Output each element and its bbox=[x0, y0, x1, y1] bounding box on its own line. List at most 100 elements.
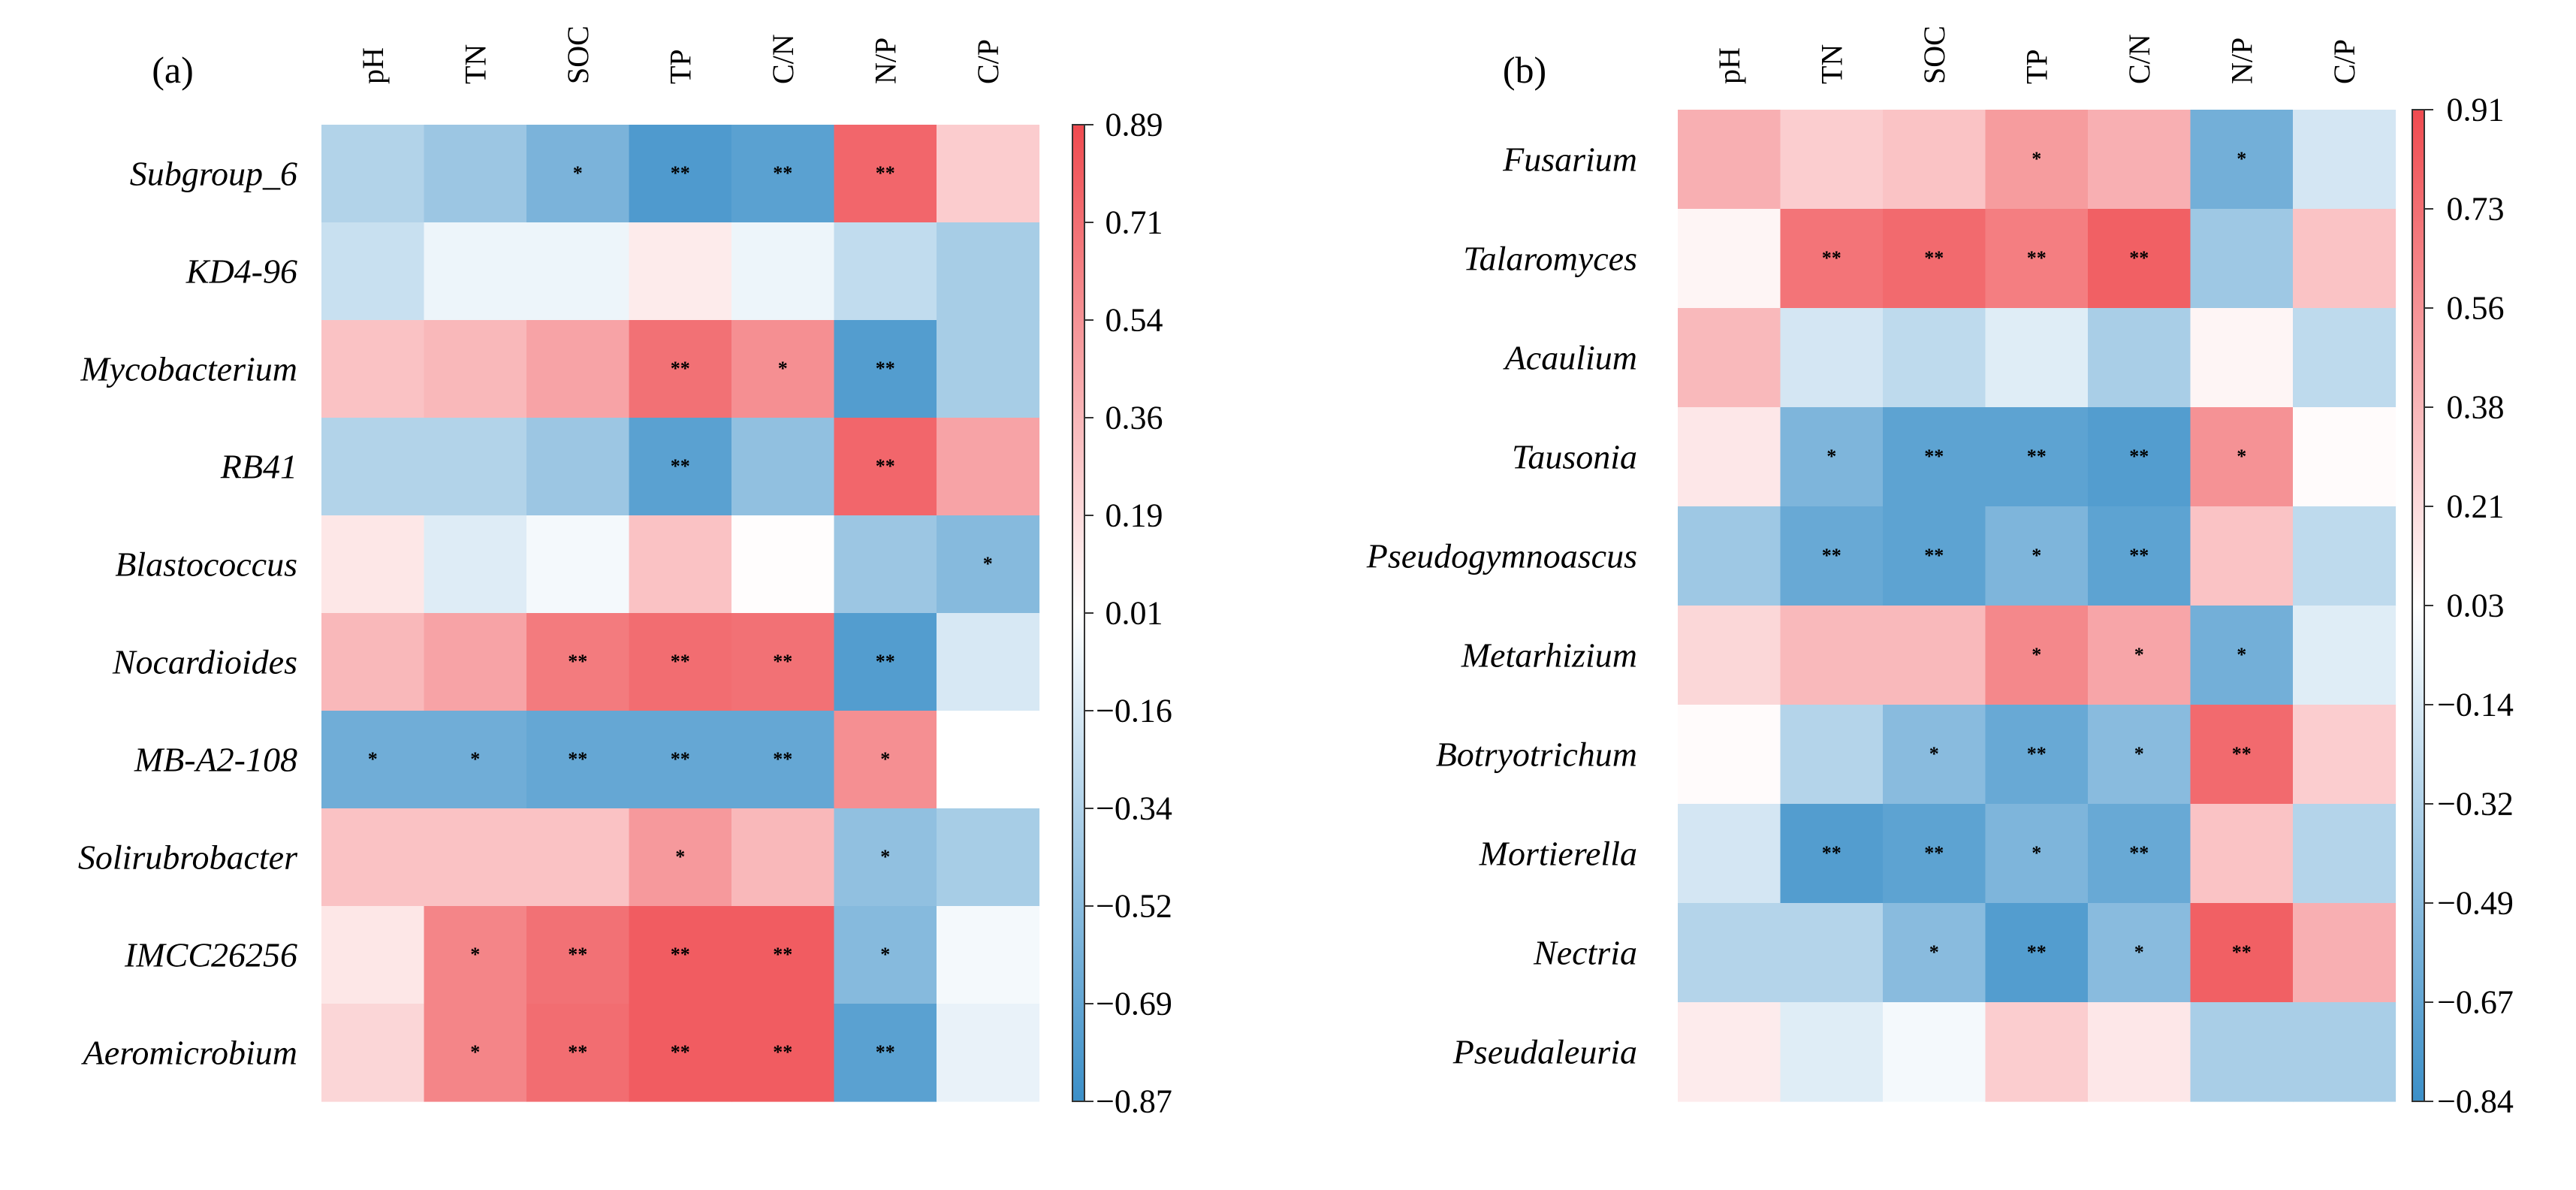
heatmap-cell-a-7-1 bbox=[424, 808, 527, 907]
colorbar-tick-label-a-1: 0.71 bbox=[1106, 204, 1163, 241]
heatmap-cell-b-9-2 bbox=[1883, 1002, 1986, 1102]
heatmap-cell-b-2-0 bbox=[1678, 308, 1781, 408]
significance-mark-a-5-3: ** bbox=[671, 651, 690, 672]
heatmap-cell-a-4-2 bbox=[526, 515, 630, 614]
heatmap-cell-a-2-2 bbox=[526, 320, 630, 418]
heatmap-cell-a-4-0 bbox=[321, 515, 425, 614]
column-label-b-3: TP bbox=[2019, 49, 2053, 84]
significance-mark-a-8-3: ** bbox=[671, 944, 690, 965]
column-label-b-0: pH bbox=[1712, 47, 1746, 84]
significance-mark-b-3-5: * bbox=[2237, 445, 2246, 467]
column-label-b-4: C/N bbox=[2122, 34, 2156, 84]
heatmap-cell-a-1-4 bbox=[731, 222, 835, 321]
heatmap-cell-b-7-5 bbox=[2190, 804, 2294, 904]
heatmap-cell-b-2-5 bbox=[2190, 308, 2294, 408]
colorbar-tick-label-b-1: 0.73 bbox=[2447, 191, 2505, 228]
heatmap-cell-b-3-0 bbox=[1678, 407, 1781, 507]
heatmap-cell-a-3-1 bbox=[424, 418, 527, 516]
heatmap-cell-b-7-0 bbox=[1678, 804, 1781, 904]
heatmap-cell-a-6-2 bbox=[526, 711, 630, 809]
colorbar-tick-label-a-6: −0.16 bbox=[1096, 693, 1172, 729]
colorbar-tick-label-b-2: 0.56 bbox=[2447, 290, 2505, 327]
significance-mark-a-9-4: ** bbox=[773, 1041, 792, 1063]
significance-mark-b-7-2: ** bbox=[1924, 842, 1944, 864]
significance-mark-b-1-2: ** bbox=[1924, 247, 1944, 269]
row-label-a-2: Mycobacterium bbox=[80, 350, 297, 388]
heatmap-cell-b-7-1 bbox=[1780, 804, 1884, 904]
heatmap-cell-a-7-0 bbox=[321, 808, 425, 907]
column-label-a-2: SOC bbox=[561, 26, 595, 84]
heatmap-cell-a-6-1 bbox=[424, 711, 527, 809]
heatmap-cell-a-8-6 bbox=[937, 906, 1040, 1004]
heatmap-cell-a-8-1 bbox=[424, 906, 527, 1004]
column-label-a-3: TP bbox=[663, 49, 697, 84]
heatmap-cell-b-5-1 bbox=[1780, 606, 1884, 705]
row-label-b-2: Acaulium bbox=[1503, 339, 1637, 377]
heatmap-cell-b-9-4 bbox=[2088, 1002, 2191, 1102]
heatmap-cell-b-6-1 bbox=[1780, 705, 1884, 805]
significance-mark-a-9-1: * bbox=[470, 1041, 480, 1063]
colorbar-tick-label-b-0: 0.91 bbox=[2447, 92, 2505, 128]
heatmap-cell-a-3-2 bbox=[526, 418, 630, 516]
significance-mark-a-6-1: * bbox=[470, 748, 480, 770]
significance-mark-a-6-5: * bbox=[880, 748, 890, 770]
significance-mark-b-4-4: ** bbox=[2129, 545, 2149, 566]
row-label-a-4: Blastococcus bbox=[115, 545, 297, 584]
heatmap-cell-a-9-6 bbox=[937, 1004, 1040, 1102]
colorbar-tick-label-b-8: −0.49 bbox=[2437, 885, 2514, 922]
significance-mark-a-5-2: ** bbox=[568, 651, 587, 672]
heatmap-cell-b-4-6 bbox=[2293, 506, 2397, 606]
significance-mark-b-1-4: ** bbox=[2129, 247, 2149, 269]
heatmap-cell-a-7-2 bbox=[526, 808, 630, 907]
significance-mark-a-6-0: * bbox=[368, 748, 378, 770]
row-label-a-9: Aeromicrobium bbox=[81, 1034, 297, 1072]
colorbar-tick-label-a-5: 0.01 bbox=[1106, 595, 1163, 632]
significance-mark-b-5-5: * bbox=[2237, 644, 2246, 666]
heatmap-cell-a-6-0 bbox=[321, 711, 425, 809]
significance-mark-a-0-4: ** bbox=[773, 162, 792, 184]
significance-mark-b-6-3: ** bbox=[2027, 743, 2047, 765]
colorbar-tick-label-b-5: 0.03 bbox=[2447, 587, 2505, 624]
heatmap-cell-b-2-1 bbox=[1780, 308, 1884, 408]
significance-mark-a-5-4: ** bbox=[773, 651, 792, 672]
significance-mark-b-4-3: * bbox=[2032, 545, 2041, 566]
heatmap-cell-a-5-2 bbox=[526, 613, 630, 711]
heatmap-cell-a-3-6 bbox=[937, 418, 1040, 516]
significance-mark-a-0-5: ** bbox=[876, 162, 895, 184]
heatmap-cell-a-6-3 bbox=[629, 711, 732, 809]
heatmap-cell-b-8-5 bbox=[2190, 903, 2294, 1003]
heatmap-cell-b-5-0 bbox=[1678, 606, 1781, 705]
heatmap-cell-b-1-6 bbox=[2293, 209, 2397, 309]
column-label-a-5: N/P bbox=[868, 38, 902, 84]
colorbar-b bbox=[2412, 109, 2425, 1102]
colorbar-tick-label-b-10: −0.84 bbox=[2437, 1083, 2514, 1120]
heatmap-cell-b-4-2 bbox=[1883, 506, 1986, 606]
colorbar-tick-label-b-9: −0.67 bbox=[2437, 984, 2514, 1021]
heatmap-cell-b-7-2 bbox=[1883, 804, 1986, 904]
significance-mark-b-1-3: ** bbox=[2027, 247, 2047, 269]
heatmap-cell-a-7-6 bbox=[937, 808, 1040, 907]
heatmap-cell-a-1-2 bbox=[526, 222, 630, 321]
significance-mark-b-6-5: ** bbox=[2232, 743, 2252, 765]
heatmap-cell-a-4-5 bbox=[834, 515, 937, 614]
heatmap-cell-b-6-3 bbox=[1985, 705, 2089, 805]
significance-mark-b-5-3: * bbox=[2032, 644, 2041, 666]
heatmap-cell-a-9-4 bbox=[731, 1004, 835, 1102]
significance-mark-b-6-4: * bbox=[2134, 743, 2144, 765]
heatmap-cell-b-0-1 bbox=[1780, 110, 1884, 210]
heatmap-cell-b-2-4 bbox=[2088, 308, 2191, 408]
row-label-b-5: Metarhizium bbox=[1461, 636, 1637, 675]
significance-mark-b-8-2: * bbox=[1929, 941, 1939, 963]
row-label-a-0: Subgroup_6 bbox=[130, 155, 297, 193]
heatmap-cell-a-8-5 bbox=[834, 906, 937, 1004]
heatmap-cell-b-0-3 bbox=[1985, 110, 2089, 210]
heatmap-cell-b-5-4 bbox=[2088, 606, 2191, 705]
heatmap-cell-a-8-4 bbox=[731, 906, 835, 1004]
colorbar-tick-label-b-7: −0.32 bbox=[2437, 786, 2514, 823]
significance-mark-b-3-1: * bbox=[1826, 445, 1836, 467]
heatmap-cell-a-5-3 bbox=[629, 613, 732, 711]
heatmap-cell-a-1-5 bbox=[834, 222, 937, 321]
heatmap-cell-b-5-5 bbox=[2190, 606, 2294, 705]
colorbar-tick-label-a-9: −0.69 bbox=[1096, 986, 1172, 1022]
